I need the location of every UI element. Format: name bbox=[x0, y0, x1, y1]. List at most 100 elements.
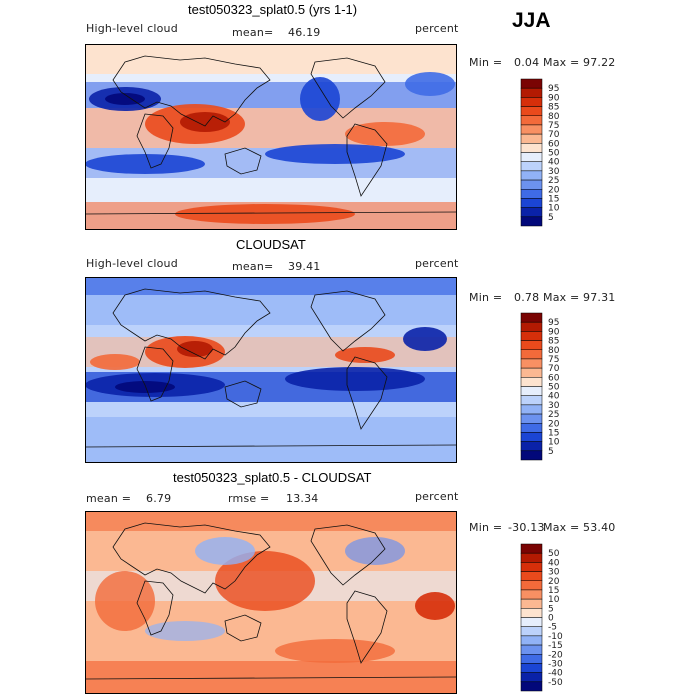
colorbar-level-label: 10 bbox=[548, 595, 560, 605]
colorbar-level-label: 30 bbox=[548, 568, 560, 578]
colorbar-swatch bbox=[520, 552, 543, 563]
colorbar-swatch bbox=[520, 198, 543, 208]
field-blob bbox=[285, 367, 425, 391]
colorbar-swatch bbox=[520, 97, 543, 107]
panel2-mean-label: mean= bbox=[232, 260, 274, 273]
colorbar-level-label: 40 bbox=[548, 158, 560, 168]
colorbar-swatch bbox=[520, 189, 543, 199]
colorbar-level-label: -50 bbox=[548, 678, 563, 688]
colorbar-level-label: 95 bbox=[548, 318, 559, 328]
field-band bbox=[85, 277, 457, 295]
colorbar-level-label: 70 bbox=[548, 364, 560, 374]
colorbar-level-label: 70 bbox=[548, 130, 560, 140]
panel2-max-value: 97.31 bbox=[583, 291, 616, 304]
colorbar-level-label: 60 bbox=[548, 373, 560, 383]
colorbar-swatch bbox=[520, 672, 543, 683]
colorbar-swatch bbox=[520, 404, 543, 415]
colorbar-swatch bbox=[520, 626, 543, 637]
colorbar-swatch bbox=[520, 441, 543, 452]
panel1-mean-label: mean= bbox=[232, 26, 274, 39]
panel2-max-label: Max = bbox=[543, 291, 580, 304]
colorbar-level-label: 50 bbox=[548, 549, 560, 559]
colorbar-level-label: 5 bbox=[548, 213, 554, 223]
colorbar-level-label: 15 bbox=[548, 194, 559, 204]
field-blob bbox=[180, 112, 230, 132]
colorbar-swatch bbox=[520, 124, 543, 135]
panel3-mean-label: mean = bbox=[86, 492, 132, 505]
colorbar-swatch bbox=[520, 413, 543, 424]
colorbar-swatch bbox=[520, 78, 543, 89]
colorbar-swatch bbox=[520, 377, 543, 387]
colorbar-level-label: 20 bbox=[548, 577, 560, 587]
colorbar-level-label: 10 bbox=[548, 204, 560, 214]
colorbar-level-label: 90 bbox=[548, 93, 560, 103]
panel1-max-value: 97.22 bbox=[583, 56, 616, 69]
colorbar-level-label: 95 bbox=[548, 84, 559, 94]
panel1-min-label: Min = bbox=[469, 56, 503, 69]
colorbar-level-label: 0 bbox=[548, 614, 554, 624]
colorbar-swatch bbox=[520, 179, 543, 190]
colorbar-swatch bbox=[520, 143, 543, 153]
colorbar-level-label: 60 bbox=[548, 139, 560, 149]
colorbar-level-label: 50 bbox=[548, 383, 560, 393]
colorbar-level-label: -30 bbox=[548, 659, 563, 669]
panel1-map bbox=[85, 44, 457, 230]
colorbar-swatch bbox=[520, 115, 543, 126]
panel1-units: percent bbox=[415, 22, 459, 35]
colorbar-swatch bbox=[520, 598, 543, 609]
colorbar-swatch bbox=[520, 106, 543, 116]
colorbar-level-label: -15 bbox=[548, 641, 563, 651]
field-blob bbox=[90, 354, 140, 370]
colorbar-swatch bbox=[520, 635, 543, 646]
colorbar-level-label: -40 bbox=[548, 669, 563, 679]
colorbar-level-label: 40 bbox=[548, 392, 560, 402]
field-band bbox=[85, 417, 457, 463]
field-band bbox=[85, 44, 457, 74]
colorbar-level-label: 25 bbox=[548, 176, 559, 186]
colorbar-swatch bbox=[520, 395, 543, 406]
colorbar-level-label: 40 bbox=[548, 558, 560, 568]
colorbar-swatch bbox=[520, 423, 543, 433]
colorbar-level-label: 25 bbox=[548, 410, 559, 420]
colorbar-level-label: 80 bbox=[548, 112, 560, 122]
field-blob bbox=[85, 154, 205, 174]
colorbar-swatch bbox=[520, 87, 543, 98]
colorbar-level-label: 30 bbox=[548, 401, 560, 411]
colorbar-level-label: 85 bbox=[548, 337, 559, 347]
panel3-max-label: Max = bbox=[543, 521, 580, 534]
colorbar-swatch bbox=[520, 358, 543, 369]
colorbar-swatch bbox=[520, 161, 543, 172]
colorbar-swatch bbox=[520, 663, 543, 673]
panel3-units: percent bbox=[415, 490, 459, 503]
panel1-title: test050323_splat0.5 (yrs 1-1) bbox=[188, 2, 358, 17]
panel2-variable-label: High-level cloud bbox=[86, 257, 178, 270]
panel2-map bbox=[85, 277, 457, 463]
colorbar-swatch bbox=[520, 312, 543, 323]
field-blob bbox=[115, 381, 175, 393]
colorbar-swatch bbox=[520, 589, 543, 600]
field-blob bbox=[405, 72, 455, 96]
colorbar-level-label: 20 bbox=[548, 185, 560, 195]
colorbar-level-label: 5 bbox=[548, 447, 554, 457]
colorbar-level-label: -20 bbox=[548, 650, 563, 660]
colorbar-swatch bbox=[520, 133, 543, 144]
field-blob bbox=[345, 122, 425, 146]
colorbar-swatch bbox=[520, 386, 543, 396]
colorbar-swatch bbox=[520, 450, 543, 461]
colorbar-level-label: 5 bbox=[548, 604, 554, 614]
panel1-min-value: 0.04 bbox=[514, 56, 540, 69]
colorbar-swatch bbox=[520, 321, 543, 332]
colorbar-level-label: 90 bbox=[548, 327, 560, 337]
field-blob bbox=[345, 537, 405, 565]
panel3-title: test050323_splat0.5 - CLOUDSAT bbox=[173, 470, 372, 485]
field-blob bbox=[175, 204, 355, 224]
panel2-mean-value: 39.41 bbox=[288, 260, 321, 273]
colorbar-swatch bbox=[520, 432, 543, 442]
field-blob bbox=[415, 592, 455, 620]
panel2-min-value: 0.78 bbox=[514, 291, 540, 304]
colorbar-level-label: 75 bbox=[548, 121, 559, 131]
field-blob bbox=[177, 341, 213, 357]
colorbar-swatch bbox=[520, 543, 543, 554]
